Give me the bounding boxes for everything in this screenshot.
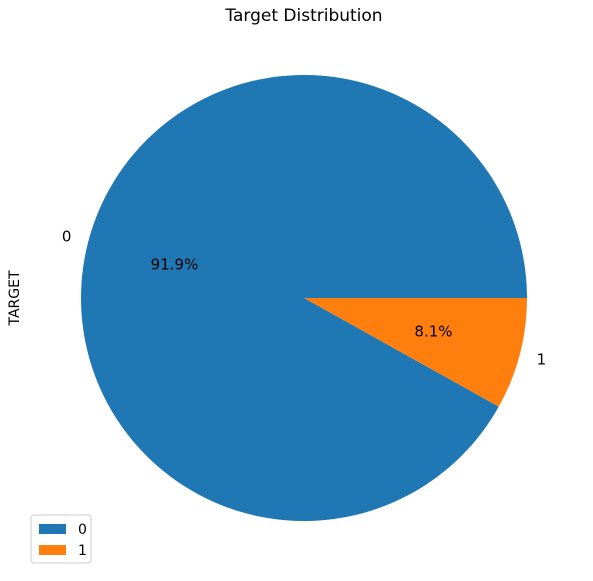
percent-label-0: 91.9% — [151, 255, 199, 273]
legend-label-1: 1 — [78, 543, 87, 559]
pie-slice-1 — [304, 298, 527, 407]
y-axis-label: TARGET — [7, 270, 23, 326]
legend-swatch-1 — [39, 545, 66, 555]
pie-slices — [81, 75, 528, 522]
percent-labels: 91.9% 8.1% — [151, 255, 453, 340]
category-label-1: 1 — [537, 351, 547, 369]
category-labels: 01 — [62, 227, 546, 368]
legend: 01 — [30, 514, 92, 564]
pie-slice-0 — [81, 75, 528, 522]
legend-label-0: 0 — [78, 522, 87, 538]
category-label-0: 0 — [62, 227, 72, 245]
percent-label-1: 8.1% — [414, 323, 452, 341]
chart-title: Target Distribution — [224, 6, 382, 26]
legend-swatch-0 — [39, 524, 66, 534]
